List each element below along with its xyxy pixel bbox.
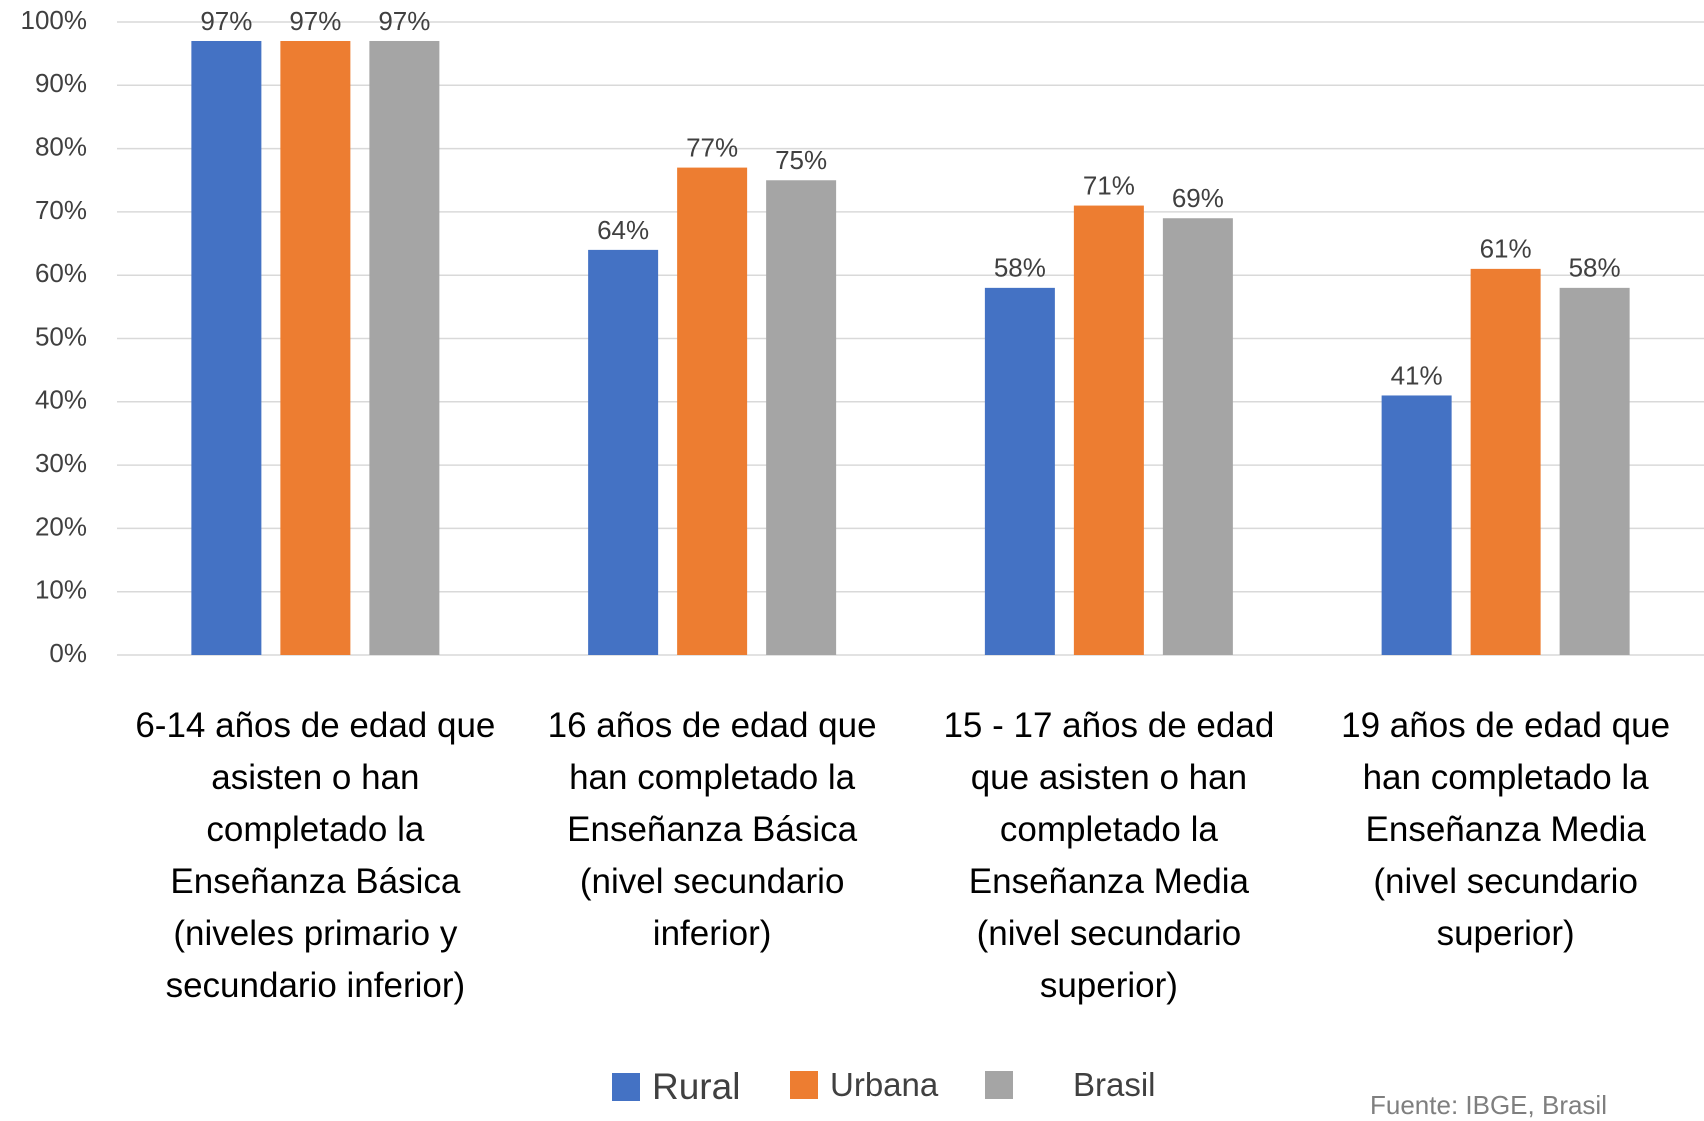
data-label: 58% [994, 253, 1046, 283]
legend-label: Rural [652, 1066, 741, 1107]
data-label: 58% [1569, 253, 1621, 283]
data-label: 64% [597, 215, 649, 245]
legend-item: Brasil [985, 1066, 1156, 1104]
y-tick-label: 30% [35, 448, 87, 478]
y-tick-label: 40% [35, 385, 87, 415]
bar [766, 180, 837, 655]
y-tick-label: 10% [35, 575, 87, 605]
data-label: 41% [1391, 360, 1443, 390]
data-label: 97% [378, 6, 430, 36]
data-label: 69% [1172, 183, 1224, 213]
legend-swatch [612, 1073, 640, 1101]
y-tick-label: 0% [49, 638, 87, 668]
bar [588, 249, 659, 655]
legend-label: Brasil [1073, 1066, 1156, 1103]
data-label: 61% [1480, 234, 1532, 264]
data-label: 75% [775, 145, 827, 175]
bar [677, 167, 748, 655]
y-tick-label: 80% [35, 131, 87, 161]
y-tick-label: 90% [35, 68, 87, 98]
legend-item: Rural [612, 1066, 740, 1108]
bar [369, 40, 440, 656]
y-tick-label: 60% [35, 258, 87, 288]
x-tick-label: 19 años de edad que han completado la En… [1341, 706, 1671, 953]
legend-label: Urbana [830, 1066, 939, 1103]
bar [1162, 218, 1233, 656]
x-tick-label: 6-14 años de edad que asisten o han comp… [135, 706, 496, 1005]
data-label: 97% [289, 6, 341, 36]
y-tick-label: 50% [35, 321, 87, 351]
bar [280, 40, 351, 656]
legend-item: Urbana [790, 1066, 938, 1104]
data-label: 97% [200, 6, 252, 36]
bar [1381, 395, 1452, 655]
y-tick-label: 70% [35, 195, 87, 225]
bar [1073, 205, 1144, 655]
bar [191, 40, 262, 656]
bar [1470, 268, 1541, 655]
y-tick-label: 20% [35, 511, 87, 541]
x-tick-label: 16 años de edad que han completado la En… [547, 706, 877, 953]
legend-swatch [790, 1071, 818, 1099]
bar [1559, 287, 1630, 655]
data-label: 71% [1083, 170, 1135, 200]
y-tick-label: 100% [21, 5, 88, 35]
source: Fuente: IBGE, Brasil [1370, 1090, 1607, 1120]
bar [984, 287, 1055, 655]
data-label: 77% [686, 132, 738, 162]
x-tick-label: 15 - 17 años de edad que asisten o han c… [943, 706, 1275, 1005]
legend-swatch [985, 1071, 1013, 1099]
